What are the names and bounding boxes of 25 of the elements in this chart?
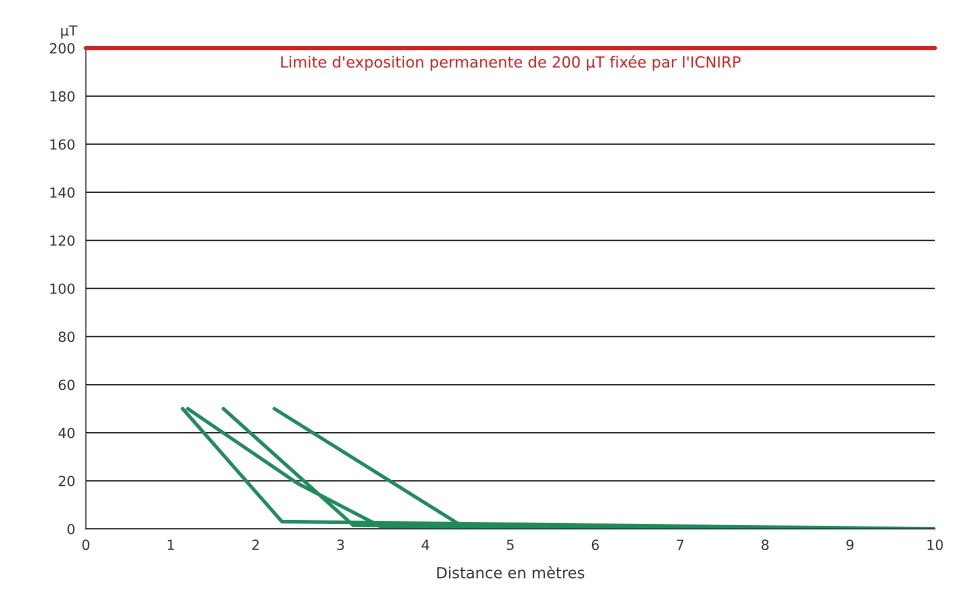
y-tick-label: 80 bbox=[58, 332, 75, 342]
y-tick-label: 180 bbox=[50, 91, 75, 102]
y-tick-label: 40 bbox=[58, 428, 75, 438]
x-tick-label: 4 bbox=[422, 540, 430, 550]
y-tick-label: 20 bbox=[58, 476, 75, 486]
x-tick-label: 8 bbox=[762, 540, 769, 550]
x-tick-label: 1 bbox=[168, 540, 174, 550]
y-axis-title: µT bbox=[61, 25, 78, 38]
x-tick-label: 2 bbox=[252, 540, 259, 550]
x-tick-label: 9 bbox=[846, 540, 854, 550]
y-tick-label: 0 bbox=[68, 524, 75, 534]
x-tick-label: 7 bbox=[676, 540, 684, 550]
x-tick-label: 0 bbox=[82, 540, 90, 550]
x-axis-title: Distance en mètres bbox=[437, 566, 584, 578]
x-tick-label: 3 bbox=[337, 540, 344, 550]
y-tick-label: 200 bbox=[50, 43, 75, 54]
y-tick-label: 160 bbox=[50, 139, 75, 150]
y-tick-label: 60 bbox=[58, 380, 75, 390]
y-tick-label: 140 bbox=[50, 187, 75, 198]
y-tick-label: 120 bbox=[50, 235, 75, 246]
x-tick-label: 5 bbox=[507, 540, 514, 550]
y-tick-label: 100 bbox=[50, 283, 75, 294]
x-tick-label: 10 bbox=[928, 540, 943, 550]
x-tick-label: 6 bbox=[592, 540, 599, 550]
ref-line-label: Limite d'exposition permanente de 200 µT fixée par l'ICNIRP bbox=[281, 55, 740, 71]
